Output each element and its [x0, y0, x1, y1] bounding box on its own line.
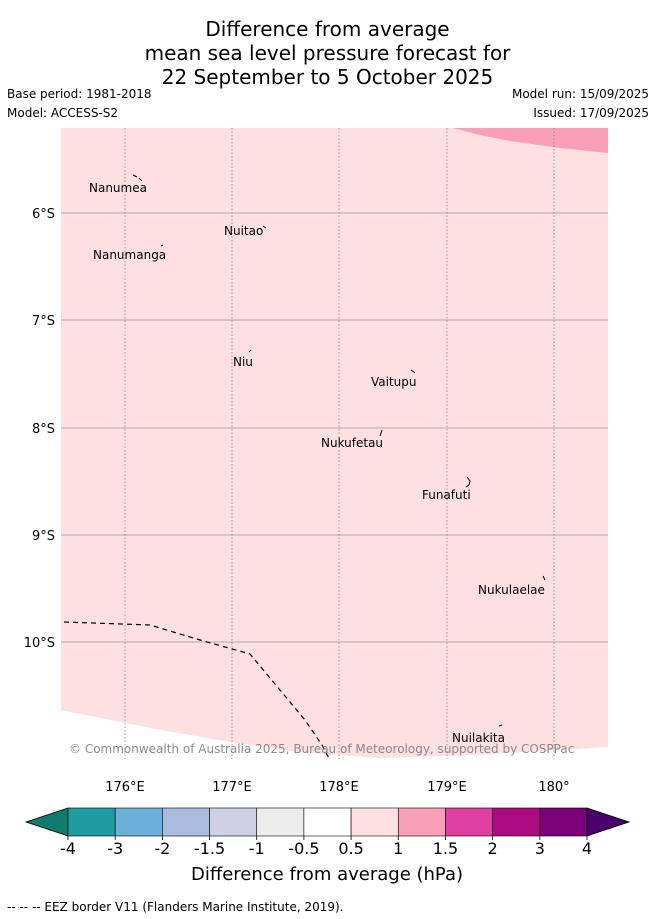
colorbar: [24, 807, 631, 837]
colorbar-tick-label: 4: [582, 839, 592, 858]
longitude-labels: 176°E 177°E 178°E 179°E 180°: [105, 780, 569, 795]
lon-label-179e: 179°E: [427, 780, 467, 795]
island-nukufetau: [379, 429, 383, 437]
island-funafuti: [465, 476, 471, 488]
colorbar-tick-label: 3: [535, 839, 545, 858]
place-label-vaitupu: Vaitupu: [371, 375, 417, 389]
place-label-funafuti: Funafuti: [422, 488, 471, 502]
colorbar-segment: [114, 807, 163, 837]
place-label-nukufetau: Nukufetau: [321, 436, 383, 450]
colorbar-segment: [397, 807, 446, 837]
base-period-text: Base period: 1981-2018: [7, 87, 152, 101]
title-line-1: Difference from average: [205, 17, 450, 41]
colorbar-extend-high: [586, 807, 631, 837]
eez-legend-text: -- -- -- EEZ border V11 (Flanders Marine…: [7, 900, 344, 914]
place-labels: Nanumea Nuitao Nanumanga Niu Vaitupu Nuk…: [89, 181, 545, 745]
copyright-text: © Commonwealth of Australia 2025, Bureau…: [69, 742, 574, 756]
lon-label-180: 180°: [538, 780, 569, 795]
latitude-gridlines: [61, 212, 608, 643]
place-label-nuitao: Nuitao: [224, 224, 263, 238]
colorbar-tick-label: -3: [107, 839, 123, 858]
place-label-niu: Niu: [233, 355, 253, 369]
latitude-labels: 6°S 7°S 8°S 9°S 10°S: [24, 207, 55, 651]
colorbar-segment: [209, 807, 258, 837]
anomaly-field-0-5-to-1: [61, 128, 608, 758]
colorbar-tick-label: -4: [60, 839, 76, 858]
island-nanumea: [132, 174, 143, 182]
lat-label-9s: 9°S: [32, 529, 55, 544]
colorbar-segment: [350, 807, 399, 837]
model-text: Model: ACCESS-S2: [7, 106, 119, 120]
island-nanumanga: [160, 244, 164, 247]
lon-label-178e: 178°E: [319, 780, 359, 795]
title-line-3: 22 September to 5 October 2025: [161, 65, 494, 89]
colorbar-tick-label: 1.5: [433, 839, 458, 858]
island-nukulaelae: [542, 575, 546, 581]
place-label-nanumanga: Nanumanga: [93, 248, 166, 262]
colorbar-tick-label: 0.5: [338, 839, 363, 858]
issued-text: Issued: 17/09/2025: [533, 106, 649, 120]
colorbar-segment: [67, 807, 116, 837]
colorbar-segment: [256, 807, 305, 837]
colorbar-tick-label: -2: [154, 839, 170, 858]
colorbar-tick-label: -0.5: [288, 839, 319, 858]
lat-label-8s: 8°S: [32, 422, 55, 437]
island-nuilakita: [498, 724, 503, 727]
island-nuitao: [262, 225, 267, 229]
lat-label-7s: 7°S: [32, 314, 55, 329]
colorbar-tick-label: 1: [393, 839, 403, 858]
place-label-nanumea: Nanumea: [89, 181, 147, 195]
map-area: [61, 128, 608, 759]
place-label-nukulaelae: Nukulaelae: [478, 583, 545, 597]
colorbar-tick-label: -1: [249, 839, 265, 858]
colorbar-tick-labels: -4 -3 -2 -1.5 -1 -0.5 0.5 1 1.5 2 3 4: [60, 836, 592, 858]
longitude-gridlines: [124, 128, 555, 759]
lon-label-176e: 176°E: [105, 780, 145, 795]
anomaly-field-1-to-1-5: [453, 128, 608, 153]
colorbar-segment: [492, 807, 541, 837]
island-shapes: [132, 174, 546, 727]
island-niu: [248, 349, 252, 353]
island-vaitupu: [410, 369, 416, 374]
colorbar-tick-label: 2: [488, 839, 498, 858]
model-run-text: Model run: 15/09/2025: [511, 87, 649, 101]
lat-label-10s: 10°S: [24, 636, 55, 651]
colorbar-tick-label: -1.5: [194, 839, 225, 858]
colorbar-segment: [539, 807, 588, 837]
colorbar-extend-low: [24, 807, 69, 837]
colorbar-segment: [445, 807, 493, 837]
eez-border-line: [63, 621, 330, 759]
lat-label-6s: 6°S: [32, 207, 55, 222]
colorbar-segment: [303, 807, 352, 837]
colorbar-segment: [162, 807, 210, 837]
place-label-nuilakita: Nuilakita: [452, 731, 505, 745]
lon-label-177e: 177°E: [212, 780, 252, 795]
title-line-2: mean sea level pressure forecast for: [144, 41, 511, 65]
colorbar-title: Difference from average (hPa): [191, 864, 463, 885]
